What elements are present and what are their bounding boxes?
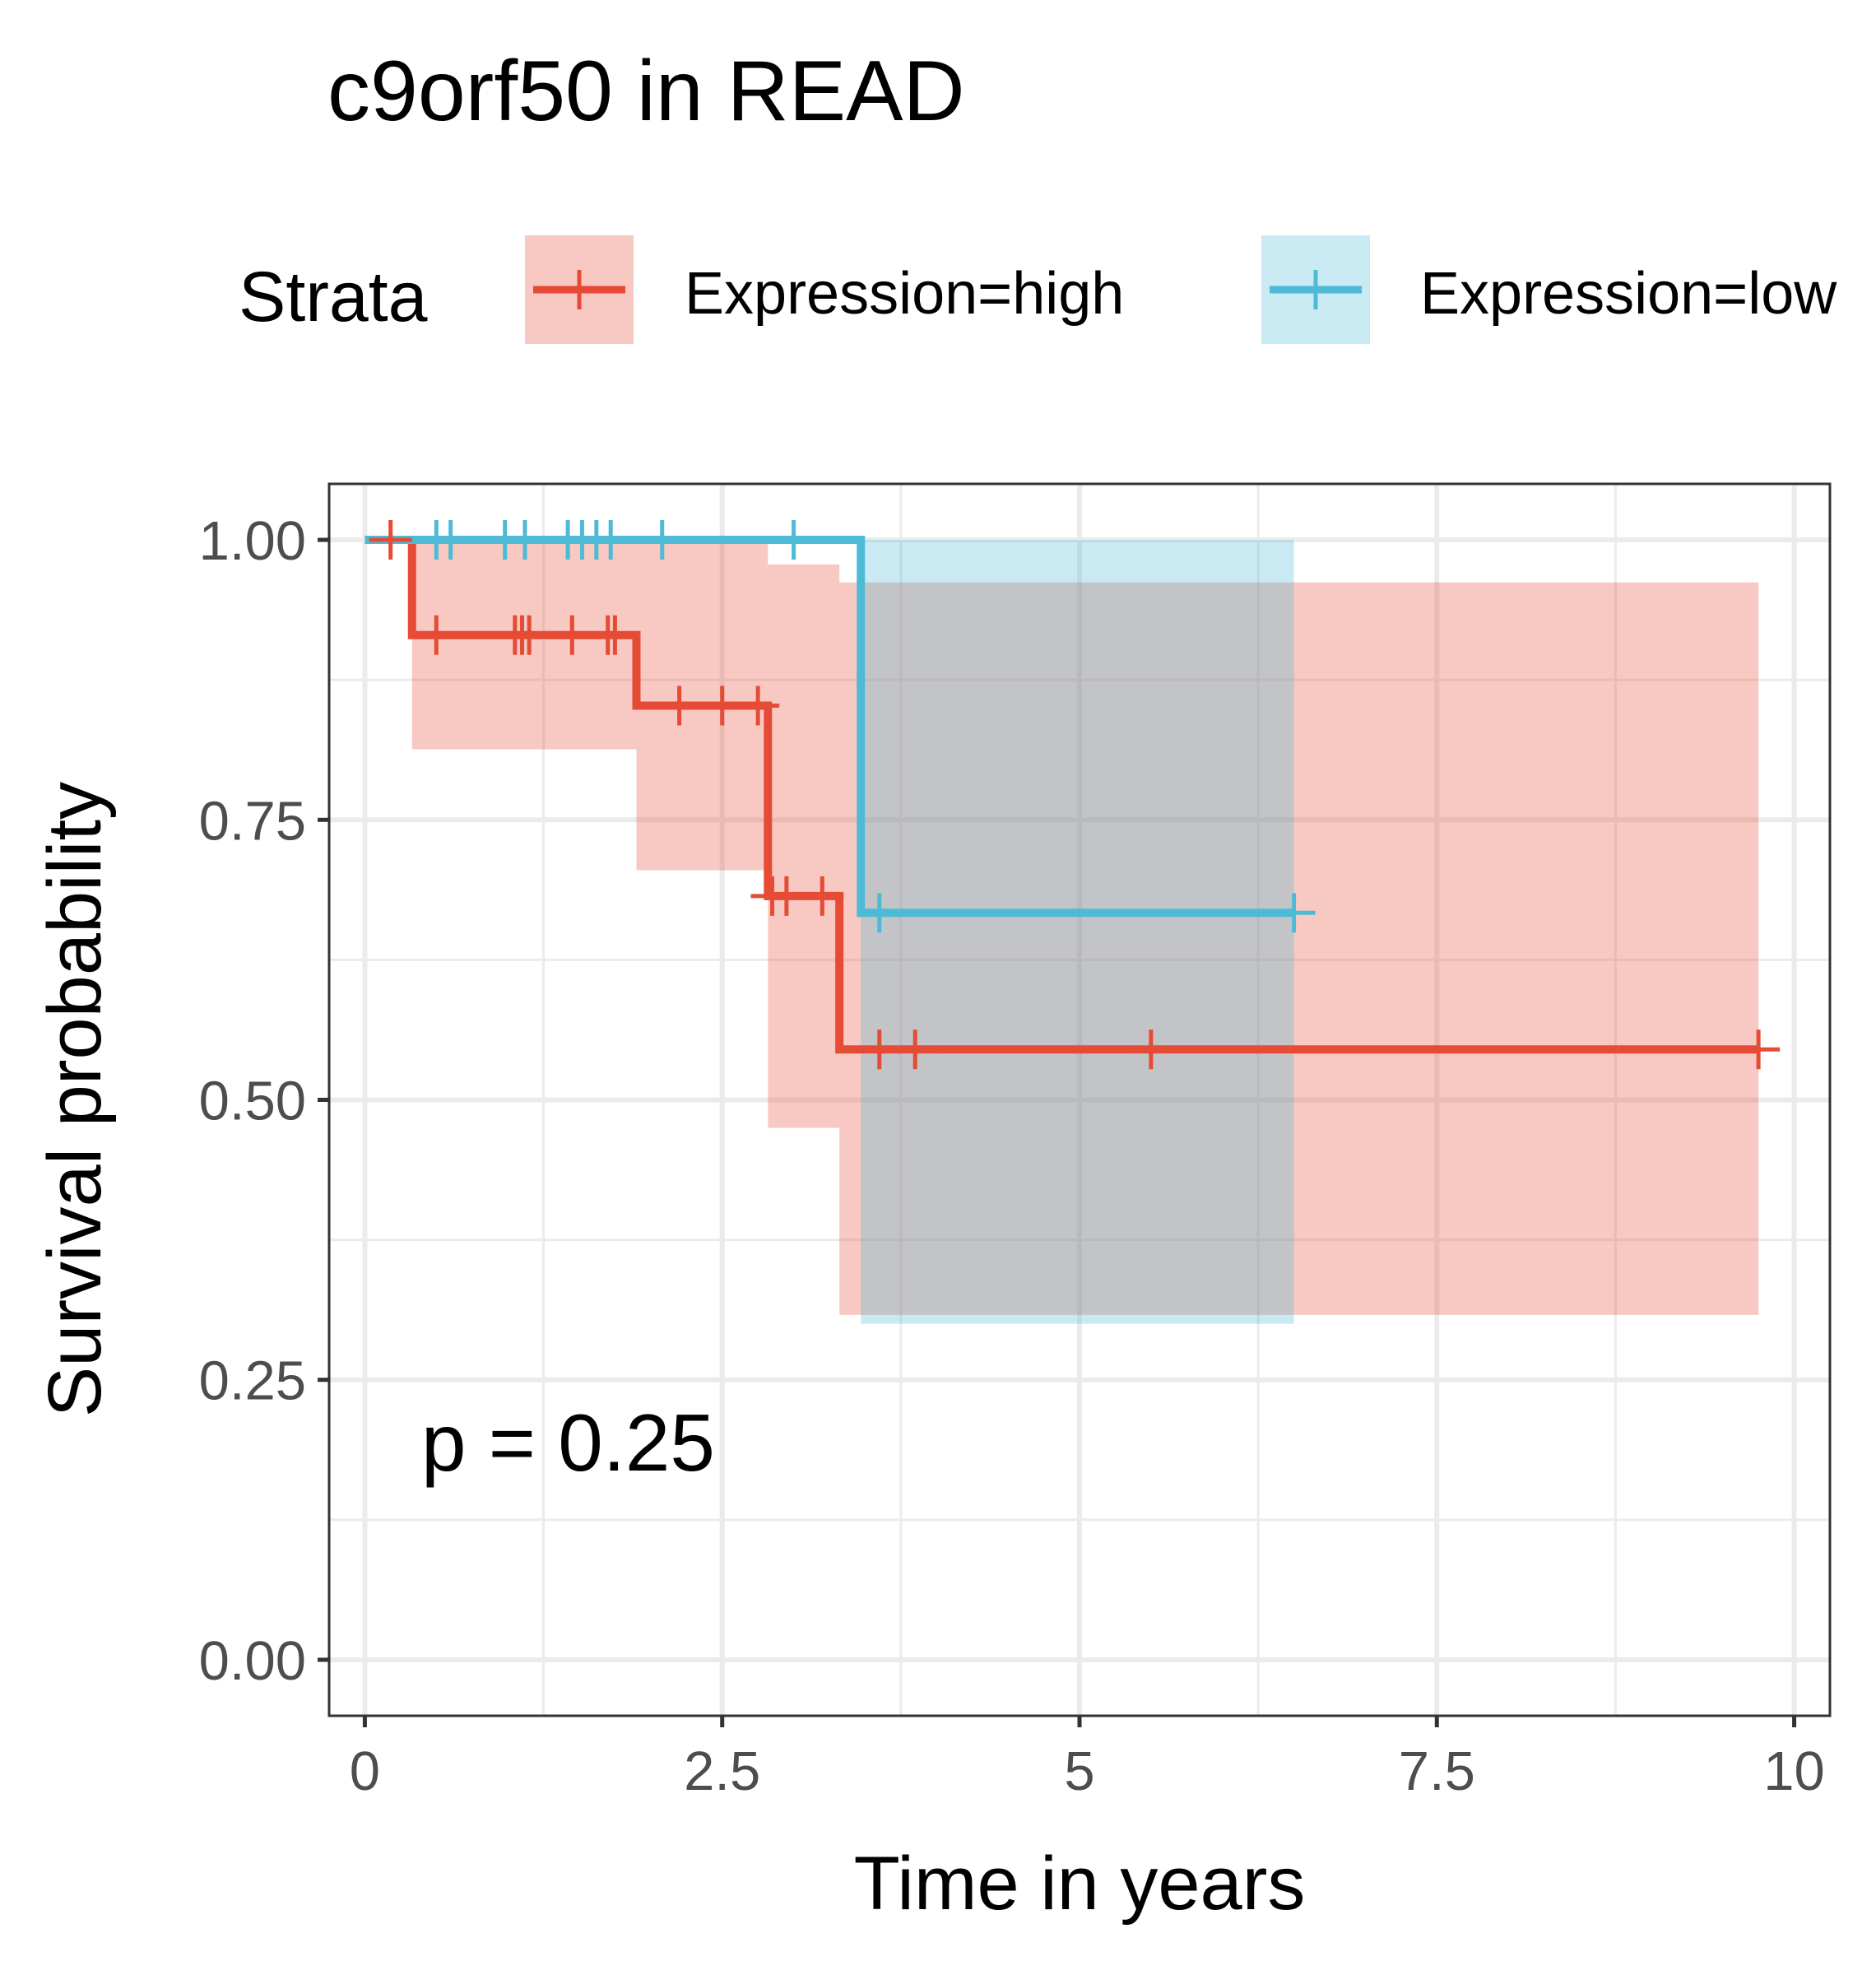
censor-mark-low: [589, 520, 633, 560]
censor-mark-high: [801, 876, 844, 916]
ci-band-high: [768, 564, 840, 1128]
censor-mark-low: [503, 520, 546, 560]
y-tick-label: 0.00: [199, 1630, 306, 1692]
censor-mark-low: [1272, 893, 1316, 933]
censor-mark-high: [369, 520, 412, 560]
legend-label-high: Expression=high: [685, 261, 1124, 327]
censor-mark-low: [429, 520, 472, 560]
censor-mark-high: [764, 876, 808, 916]
x-tick-label: 7.5: [1399, 1740, 1475, 1802]
confidence-bands: [411, 540, 1759, 1324]
ci-band-low: [861, 540, 1294, 1324]
ci-band-high: [411, 540, 637, 750]
y-axis: 0.00 0.25 0.50 0.75 1.00: [199, 510, 329, 1692]
censor-mark-high: [1129, 1029, 1172, 1070]
x-tick-label: 10: [1763, 1740, 1825, 1802]
y-tick-label: 0.50: [199, 1071, 306, 1132]
ci-band-high: [839, 582, 1759, 1315]
legend-item-high: Expression=high: [525, 235, 1124, 344]
censor-mark-high: [700, 685, 744, 726]
x-tick-label: 2.5: [684, 1740, 760, 1802]
censor-mark-high: [1737, 1029, 1781, 1070]
x-axis-title: Time in years: [854, 1842, 1306, 1926]
censor-mark-high: [657, 685, 701, 726]
legend-title: Strata: [239, 258, 428, 337]
censor-mark-high: [857, 1029, 901, 1070]
censor-mark-low: [640, 520, 684, 560]
chart-title: c9orf50 in READ: [327, 44, 965, 139]
legend: Strata Expression=high Expression=low: [239, 235, 1837, 344]
y-tick-label: 0.25: [199, 1350, 306, 1412]
censor-mark-high: [894, 1029, 937, 1070]
censor-marks: [369, 520, 1781, 1070]
censor-mark-high: [736, 685, 780, 726]
censor-mark-low: [772, 520, 815, 560]
x-tick-label: 0: [350, 1740, 380, 1802]
y-tick-label: 1.00: [199, 510, 306, 572]
censor-mark-high: [593, 615, 637, 655]
x-axis: 0 2.5 5 7.5 10: [350, 1716, 1825, 1802]
plot-area: p = 0.25: [327, 482, 1832, 1717]
y-tick-label: 0.75: [199, 790, 306, 852]
p-value-annotation: p = 0.25: [421, 1397, 715, 1488]
legend-item-low: Expression=low: [1261, 235, 1837, 344]
censor-mark-high: [550, 615, 594, 655]
y-axis-title: Survival probability: [33, 782, 117, 1417]
x-tick-label: 5: [1064, 1740, 1094, 1802]
censor-mark-high: [415, 615, 458, 655]
legend-label-low: Expression=low: [1420, 261, 1837, 327]
censor-mark-high: [508, 615, 551, 655]
censor-mark-low: [857, 893, 901, 933]
